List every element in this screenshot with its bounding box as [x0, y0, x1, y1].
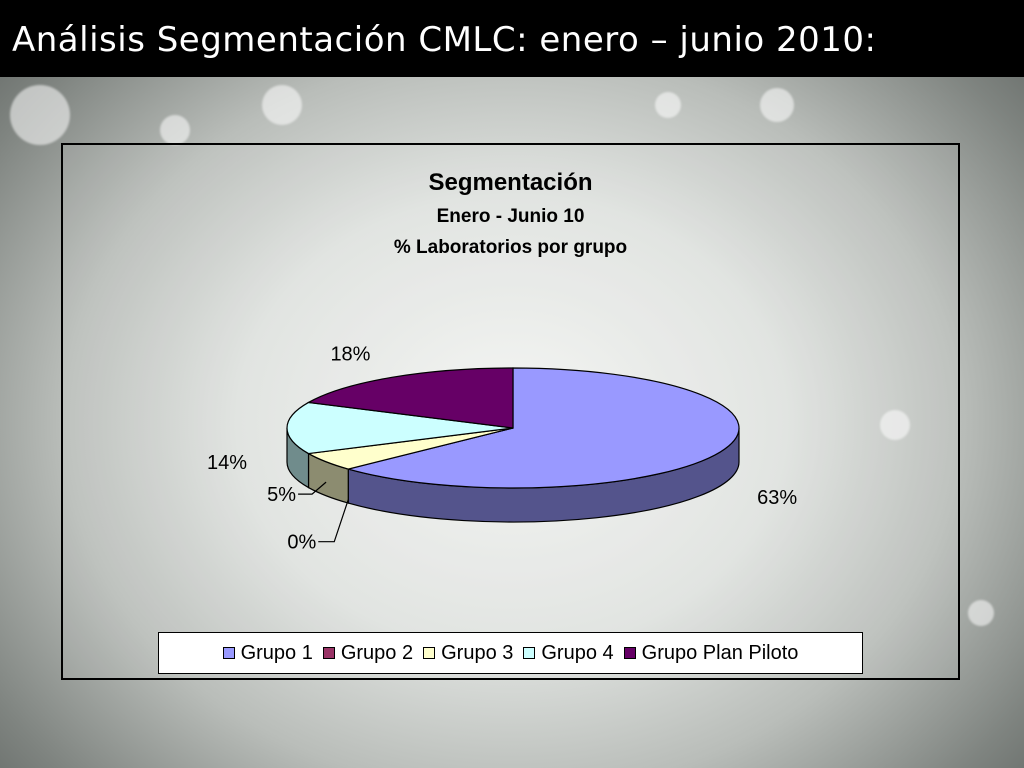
- leader-line: [318, 499, 349, 543]
- slide-title: Análisis Segmentación CMLC: enero – juni…: [12, 20, 877, 60]
- data-label: 14%: [207, 452, 247, 474]
- chart-subtitle: Enero - Junio 10: [436, 206, 585, 227]
- splash-droplet: [655, 92, 681, 118]
- chart-title: Segmentación: [428, 169, 593, 196]
- splash-droplet: [968, 600, 994, 626]
- chart-subtitle-2: % Laboratorios por grupo: [393, 237, 628, 258]
- pie-slice: [286, 401, 514, 455]
- data-label: 5%: [267, 484, 296, 506]
- leader-line: [298, 481, 327, 495]
- legend-item: Grupo 1: [222, 641, 313, 665]
- legend-swatch: [423, 647, 436, 659]
- legend-item: Grupo Plan Piloto: [623, 641, 799, 665]
- legend-swatch: [623, 647, 636, 659]
- slide-title-bar: Análisis Segmentación CMLC: enero – juni…: [0, 0, 1024, 77]
- legend-item: Grupo 4: [523, 641, 614, 665]
- legend-label: Grupo 3: [441, 641, 514, 664]
- legend-item: Grupo 3: [423, 642, 513, 665]
- legend-label: Grupo 4: [541, 641, 614, 664]
- splash-droplet: [10, 85, 70, 145]
- pie-slice: [345, 367, 740, 489]
- legend-label: Grupo 2: [340, 641, 414, 664]
- splash-droplet: [880, 410, 910, 440]
- legend-swatch: [523, 647, 536, 659]
- pie-chart: 63% 0% 5% 14% 18%: [207, 344, 797, 554]
- data-label: 63%: [757, 487, 797, 509]
- chart-frame: Segmentación Enero - Junio 10 % Laborato…: [61, 143, 960, 680]
- pie-slice: [306, 367, 514, 429]
- legend-label: Grupo 1: [240, 641, 313, 664]
- data-label: 18%: [330, 344, 370, 366]
- data-label: 0%: [287, 532, 316, 554]
- legend-label: Grupo Plan Piloto: [641, 641, 799, 664]
- splash-droplet: [760, 88, 794, 122]
- splash-droplet: [262, 85, 302, 125]
- legend-item: Grupo 2: [322, 641, 414, 665]
- legend-swatch: [322, 647, 335, 659]
- legend-swatch: [222, 647, 235, 659]
- chart-legend: Grupo 1 Grupo 2 Grupo 3 Grupo 4 Grupo Plan P…: [158, 632, 863, 674]
- splash-droplet: [160, 115, 190, 145]
